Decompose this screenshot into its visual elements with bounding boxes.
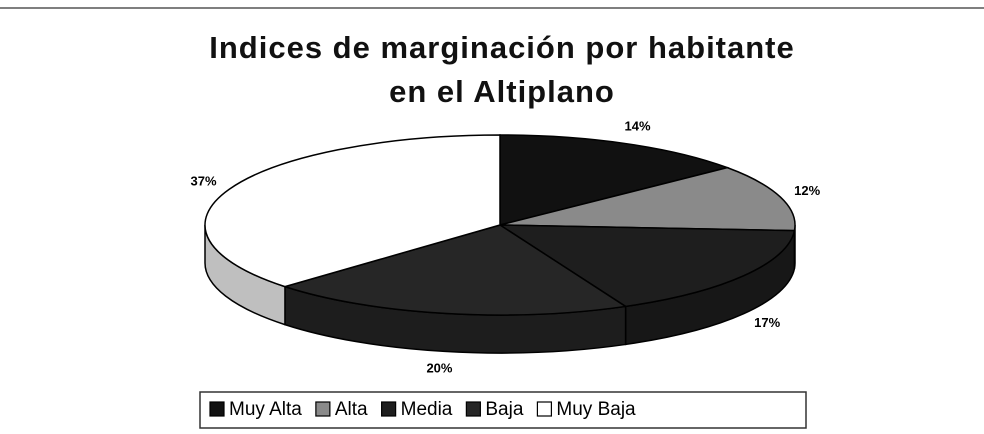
slice — [282, 224, 628, 316]
legend-label: Media — [401, 399, 453, 420]
legend-label: Alta — [335, 399, 368, 420]
slice — [497, 224, 796, 308]
legend-swatch — [536, 401, 553, 417]
data-label: 20% — [426, 361, 452, 376]
data-label: 17% — [754, 315, 780, 330]
slice — [204, 134, 501, 288]
legend-swatch — [315, 401, 331, 417]
data-label: 37% — [191, 174, 217, 189]
legend-box — [199, 391, 807, 429]
data-label: 12% — [794, 183, 820, 198]
legend-swatch — [209, 401, 225, 417]
legend-label: Baja — [485, 399, 523, 420]
legend-label: Muy Alta — [229, 399, 302, 420]
legend-swatch — [465, 401, 481, 417]
chart-title: Indices de marginación por habitante en … — [209, 30, 795, 109]
data-label: 14% — [625, 119, 651, 134]
legend-swatch — [381, 401, 397, 417]
slice — [499, 134, 730, 226]
slice — [499, 166, 796, 232]
legend-label: Muy Baja — [556, 399, 636, 420]
